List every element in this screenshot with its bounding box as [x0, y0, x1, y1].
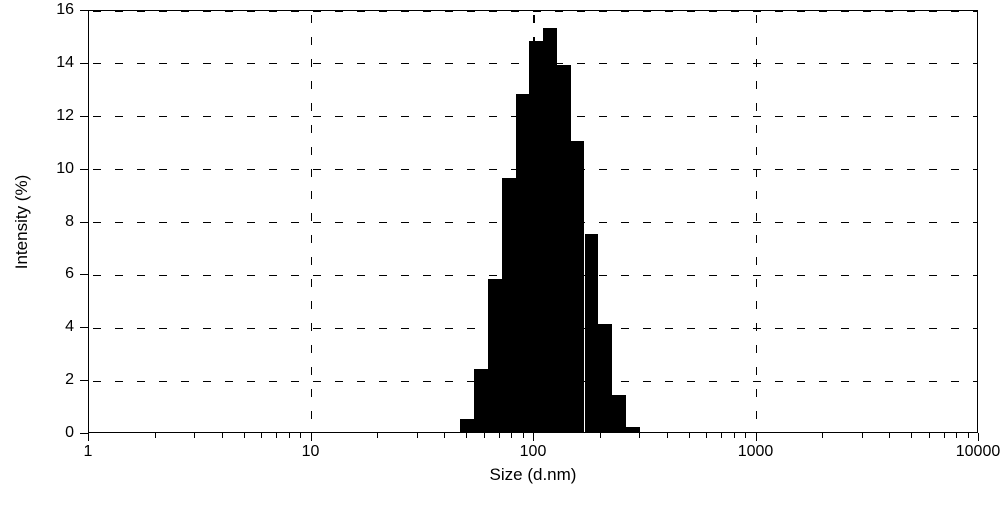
- histogram-bar: [571, 141, 585, 432]
- y-tick-label: 10: [0, 160, 74, 178]
- histogram-bar: [626, 427, 640, 432]
- histogram-bar: [502, 178, 516, 432]
- size-distribution-chart: Intensity (%) Size (d.nm) 02468101214161…: [0, 0, 1000, 505]
- histogram-bar: [598, 324, 612, 432]
- plot-area: [88, 10, 978, 433]
- y-tick-label: 6: [0, 265, 74, 283]
- x-tick-label: 100: [520, 443, 547, 461]
- y-tick-label: 16: [0, 1, 74, 19]
- x-tick-label: 1000: [738, 443, 774, 461]
- histogram-bar: [474, 369, 488, 432]
- histogram-bar: [516, 94, 530, 432]
- histogram-bar: [543, 28, 557, 432]
- x-tick-label: 10: [302, 443, 320, 461]
- y-tick-label: 8: [0, 213, 74, 231]
- x-tick-label: 1: [84, 443, 93, 461]
- histogram-bar: [612, 395, 626, 432]
- histogram-bar: [460, 419, 474, 432]
- y-tick-label: 0: [0, 424, 74, 442]
- histogram-bar: [557, 65, 571, 432]
- histogram-bar: [488, 279, 502, 432]
- histogram-bar: [585, 234, 599, 432]
- x-tick-label: 10000: [956, 443, 1000, 461]
- x-axis-title: Size (d.nm): [490, 465, 577, 485]
- y-tick-label: 12: [0, 107, 74, 125]
- y-tick-label: 4: [0, 318, 74, 336]
- y-tick-label: 2: [0, 371, 74, 389]
- y-tick-label: 14: [0, 54, 74, 72]
- histogram-bar: [529, 41, 543, 432]
